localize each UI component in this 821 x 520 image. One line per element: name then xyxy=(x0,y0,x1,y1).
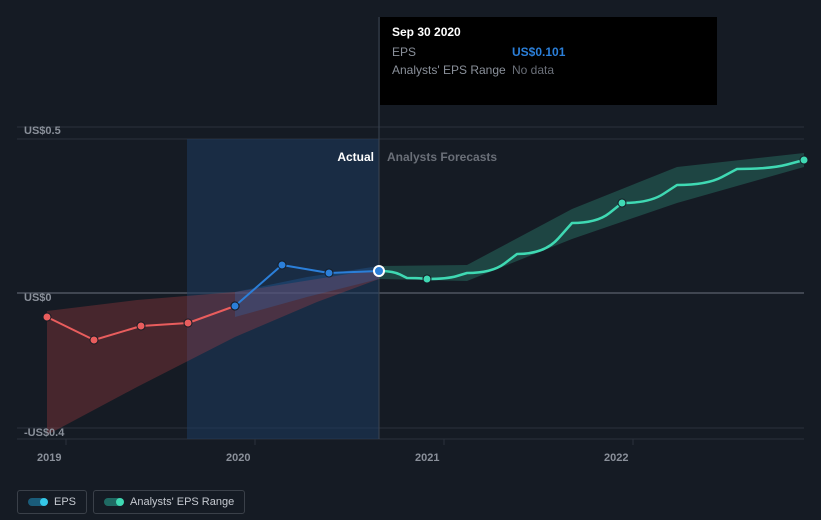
y-tick-label: US$0.5 xyxy=(24,125,61,137)
x-tick-label: 2022 xyxy=(604,452,628,464)
x-tick-label: 2021 xyxy=(415,452,439,464)
tooltip-value: No data xyxy=(512,61,554,79)
section-label-actual: Actual xyxy=(337,150,374,164)
legend-swatch xyxy=(28,498,46,506)
tooltip-row: Analysts' EPS Range No data xyxy=(392,61,705,79)
chart-legend: EPS Analysts' EPS Range xyxy=(17,490,245,514)
legend-label: Analysts' EPS Range xyxy=(130,496,234,508)
tooltip-label: Analysts' EPS Range xyxy=(392,61,512,79)
tooltip-value: US$0.101 xyxy=(512,43,565,61)
x-tick-label: 2020 xyxy=(226,452,250,464)
legend-item-range[interactable]: Analysts' EPS Range xyxy=(93,490,245,514)
tooltip-date: Sep 30 2020 xyxy=(392,25,705,39)
eps-chart: US$0.5 US$0 -US$0.4 2019 2020 2021 2022 … xyxy=(17,17,804,477)
y-tick-label: US$0 xyxy=(24,292,52,304)
tooltip-label: EPS xyxy=(392,43,512,61)
legend-label: EPS xyxy=(54,496,76,508)
legend-item-eps[interactable]: EPS xyxy=(17,490,87,514)
chart-tooltip: Sep 30 2020 EPS US$0.101 Analysts' EPS R… xyxy=(380,17,717,105)
section-label-forecast: Analysts Forecasts xyxy=(387,150,497,164)
x-tick-label: 2019 xyxy=(37,452,61,464)
y-tick-label: -US$0.4 xyxy=(24,427,64,439)
legend-swatch xyxy=(104,498,122,506)
tooltip-row: EPS US$0.101 xyxy=(392,43,705,61)
